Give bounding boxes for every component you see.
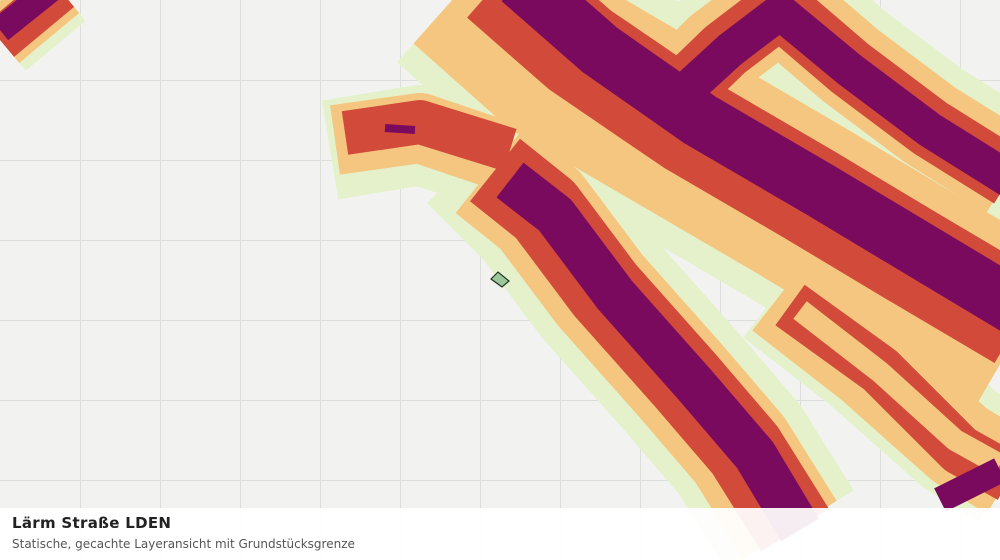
- parcel-boundary: [490, 271, 510, 288]
- map-title: Lärm Straße LDEN: [12, 514, 172, 532]
- noise-zone-medium-stripe: [793, 301, 1000, 475]
- map-caption: Lärm Straße LDEN Statische, gecachte Lay…: [0, 508, 1000, 560]
- map-subtitle: Statische, gecachte Layeransicht mit Gru…: [12, 537, 355, 551]
- noise-zone-very-high: [0, 0, 1000, 542]
